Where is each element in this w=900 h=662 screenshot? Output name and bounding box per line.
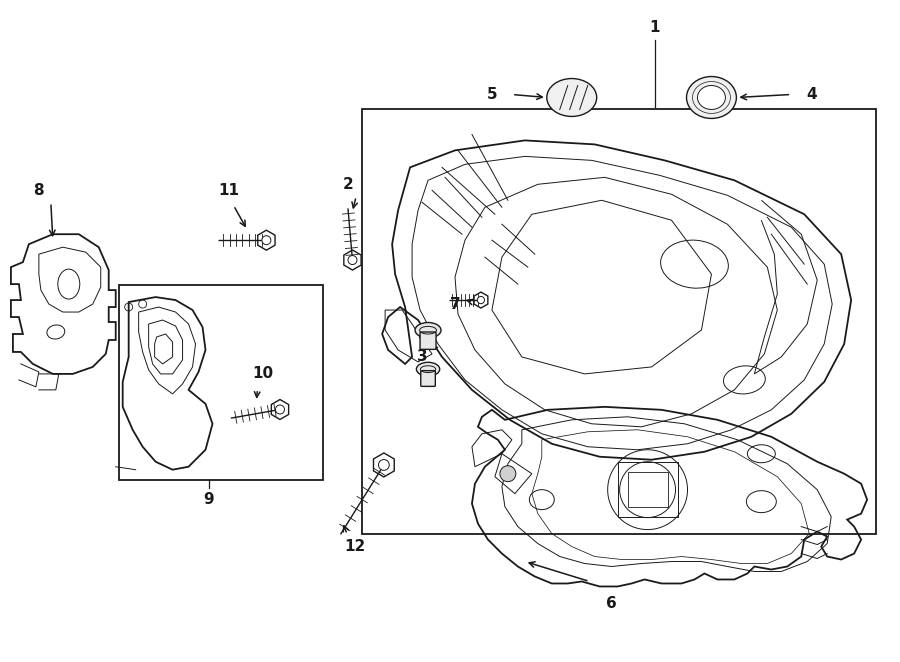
Text: 9: 9 xyxy=(203,492,214,507)
FancyBboxPatch shape xyxy=(420,332,436,350)
Ellipse shape xyxy=(415,322,441,338)
Bar xyxy=(617,461,678,516)
Text: 5: 5 xyxy=(487,87,497,102)
Text: 1: 1 xyxy=(649,20,660,35)
Circle shape xyxy=(275,405,284,414)
Circle shape xyxy=(500,465,516,482)
Text: 10: 10 xyxy=(252,366,273,381)
Text: 3: 3 xyxy=(417,350,428,365)
Circle shape xyxy=(379,459,390,470)
Text: 8: 8 xyxy=(33,183,44,198)
Bar xyxy=(362,109,876,534)
Bar xyxy=(627,472,668,506)
Circle shape xyxy=(348,256,357,265)
Text: 12: 12 xyxy=(345,539,365,554)
FancyBboxPatch shape xyxy=(421,371,436,387)
Ellipse shape xyxy=(417,362,440,376)
Circle shape xyxy=(262,236,271,245)
Text: 11: 11 xyxy=(218,183,239,198)
Ellipse shape xyxy=(698,85,725,109)
Ellipse shape xyxy=(547,79,597,117)
Bar xyxy=(119,285,323,480)
Text: 7: 7 xyxy=(450,297,460,312)
Circle shape xyxy=(477,297,484,304)
Text: 6: 6 xyxy=(607,596,617,611)
Text: 4: 4 xyxy=(806,87,816,102)
Ellipse shape xyxy=(687,77,736,118)
Text: 2: 2 xyxy=(343,177,354,192)
